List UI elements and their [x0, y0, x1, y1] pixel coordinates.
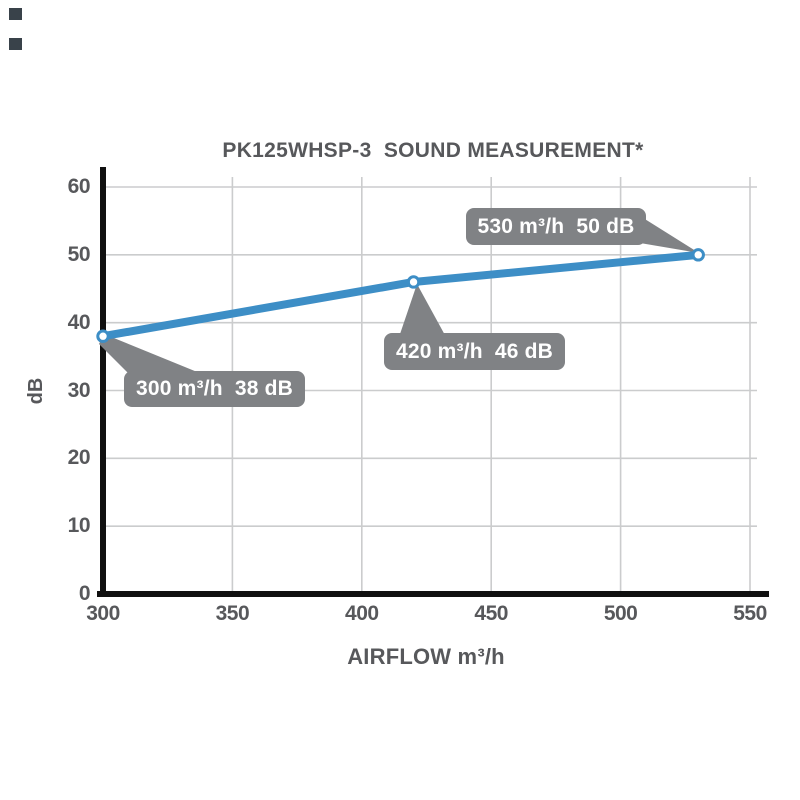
- y-tick-60: 60: [67, 175, 91, 198]
- callout-tail-2: [640, 216, 699, 253]
- annotation-callout-300: 300 m³/h 38 dB: [124, 371, 305, 407]
- decor-square-top: [9, 8, 22, 20]
- chart-title: PK125WHSP-3 SOUND MEASUREMENT*: [222, 139, 644, 162]
- data-point-530: [691, 248, 705, 262]
- x-tick-550: 550: [733, 602, 767, 625]
- x-axis-title: AIRFLOW m³/h: [347, 644, 505, 669]
- annotation-callout-530: 530 m³/h 50 dB: [466, 208, 646, 245]
- x-tick-500: 500: [603, 602, 638, 625]
- y-tick-10: 10: [67, 514, 91, 538]
- y-tick-40: 40: [67, 310, 91, 334]
- x-tick-400: 400: [345, 602, 379, 625]
- annotation-callout-420: 420 m³/h 46 dB: [384, 333, 565, 370]
- decor-square-bottom: [9, 38, 22, 50]
- y-tick-0: 0: [78, 582, 91, 605]
- x-tick-300: 300: [86, 602, 120, 625]
- y-axis-title: dB: [25, 377, 47, 405]
- x-tick-450: 450: [474, 602, 508, 625]
- y-tick-30: 30: [67, 378, 91, 402]
- callout-tail-0: [99, 334, 207, 376]
- x-tick-350: 350: [215, 602, 250, 625]
- callout-tail-1: [399, 284, 446, 337]
- data-line: [99, 250, 703, 341]
- data-point-420: [406, 275, 421, 289]
- y-tick-20: 20: [67, 446, 91, 470]
- data-point-300: [96, 329, 110, 343]
- y-tick-50: 50: [67, 242, 91, 266]
